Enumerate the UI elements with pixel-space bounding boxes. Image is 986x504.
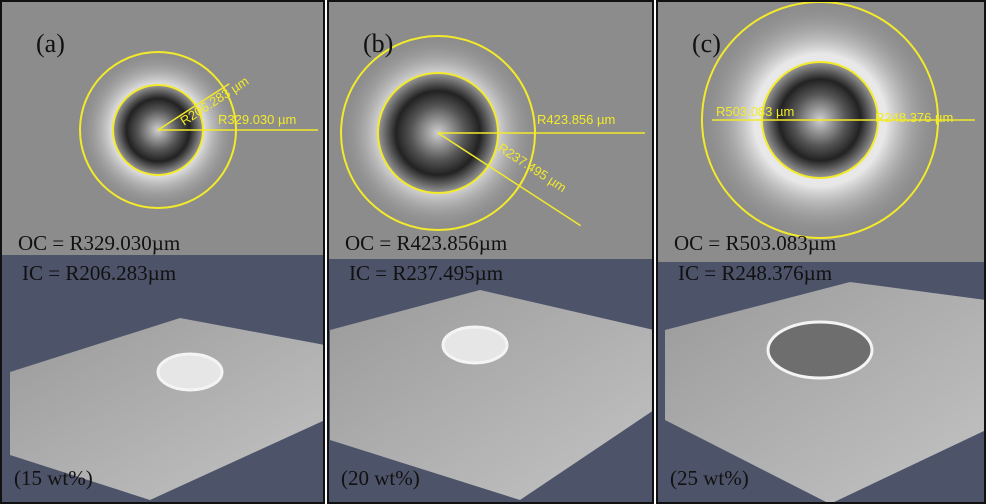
inner-circle-text: IC = R237.495µm (349, 261, 503, 285)
inner-circle-text: IC = R248.376µm (678, 261, 832, 285)
panel-label: (b) (363, 29, 393, 58)
figure: R206.283 µmR329.030 µm(a)OC = R329.030µm… (0, 0, 986, 504)
outer-radius-label: R329.030 µm (218, 112, 296, 127)
panel-label: (a) (36, 29, 65, 58)
surface-bump (158, 354, 222, 390)
concentration-label: (15 wt%) (14, 466, 93, 490)
surface-bump (443, 327, 507, 363)
concentration-label: (20 wt%) (341, 466, 420, 490)
outer-circle-text: OC = R423.856µm (345, 231, 507, 255)
outer-circle-text: OC = R329.030µm (18, 231, 180, 255)
panel-label: (c) (692, 29, 721, 58)
outer-radius-label: R423.856 µm (537, 112, 615, 127)
outer-circle-text: OC = R503.083µm (674, 231, 836, 255)
surface-bump (768, 322, 872, 378)
outer-radius-label: R503.083 µm (716, 104, 794, 119)
inner-radius-label: R248.376 µm (875, 110, 953, 125)
panel: R248.376 µm R503.083 µm (c) OC = R503.083µm… (656, 0, 986, 504)
concentration-label: (25 wt%) (670, 466, 749, 490)
inner-circle-text: IC = R206.283µm (22, 261, 176, 285)
